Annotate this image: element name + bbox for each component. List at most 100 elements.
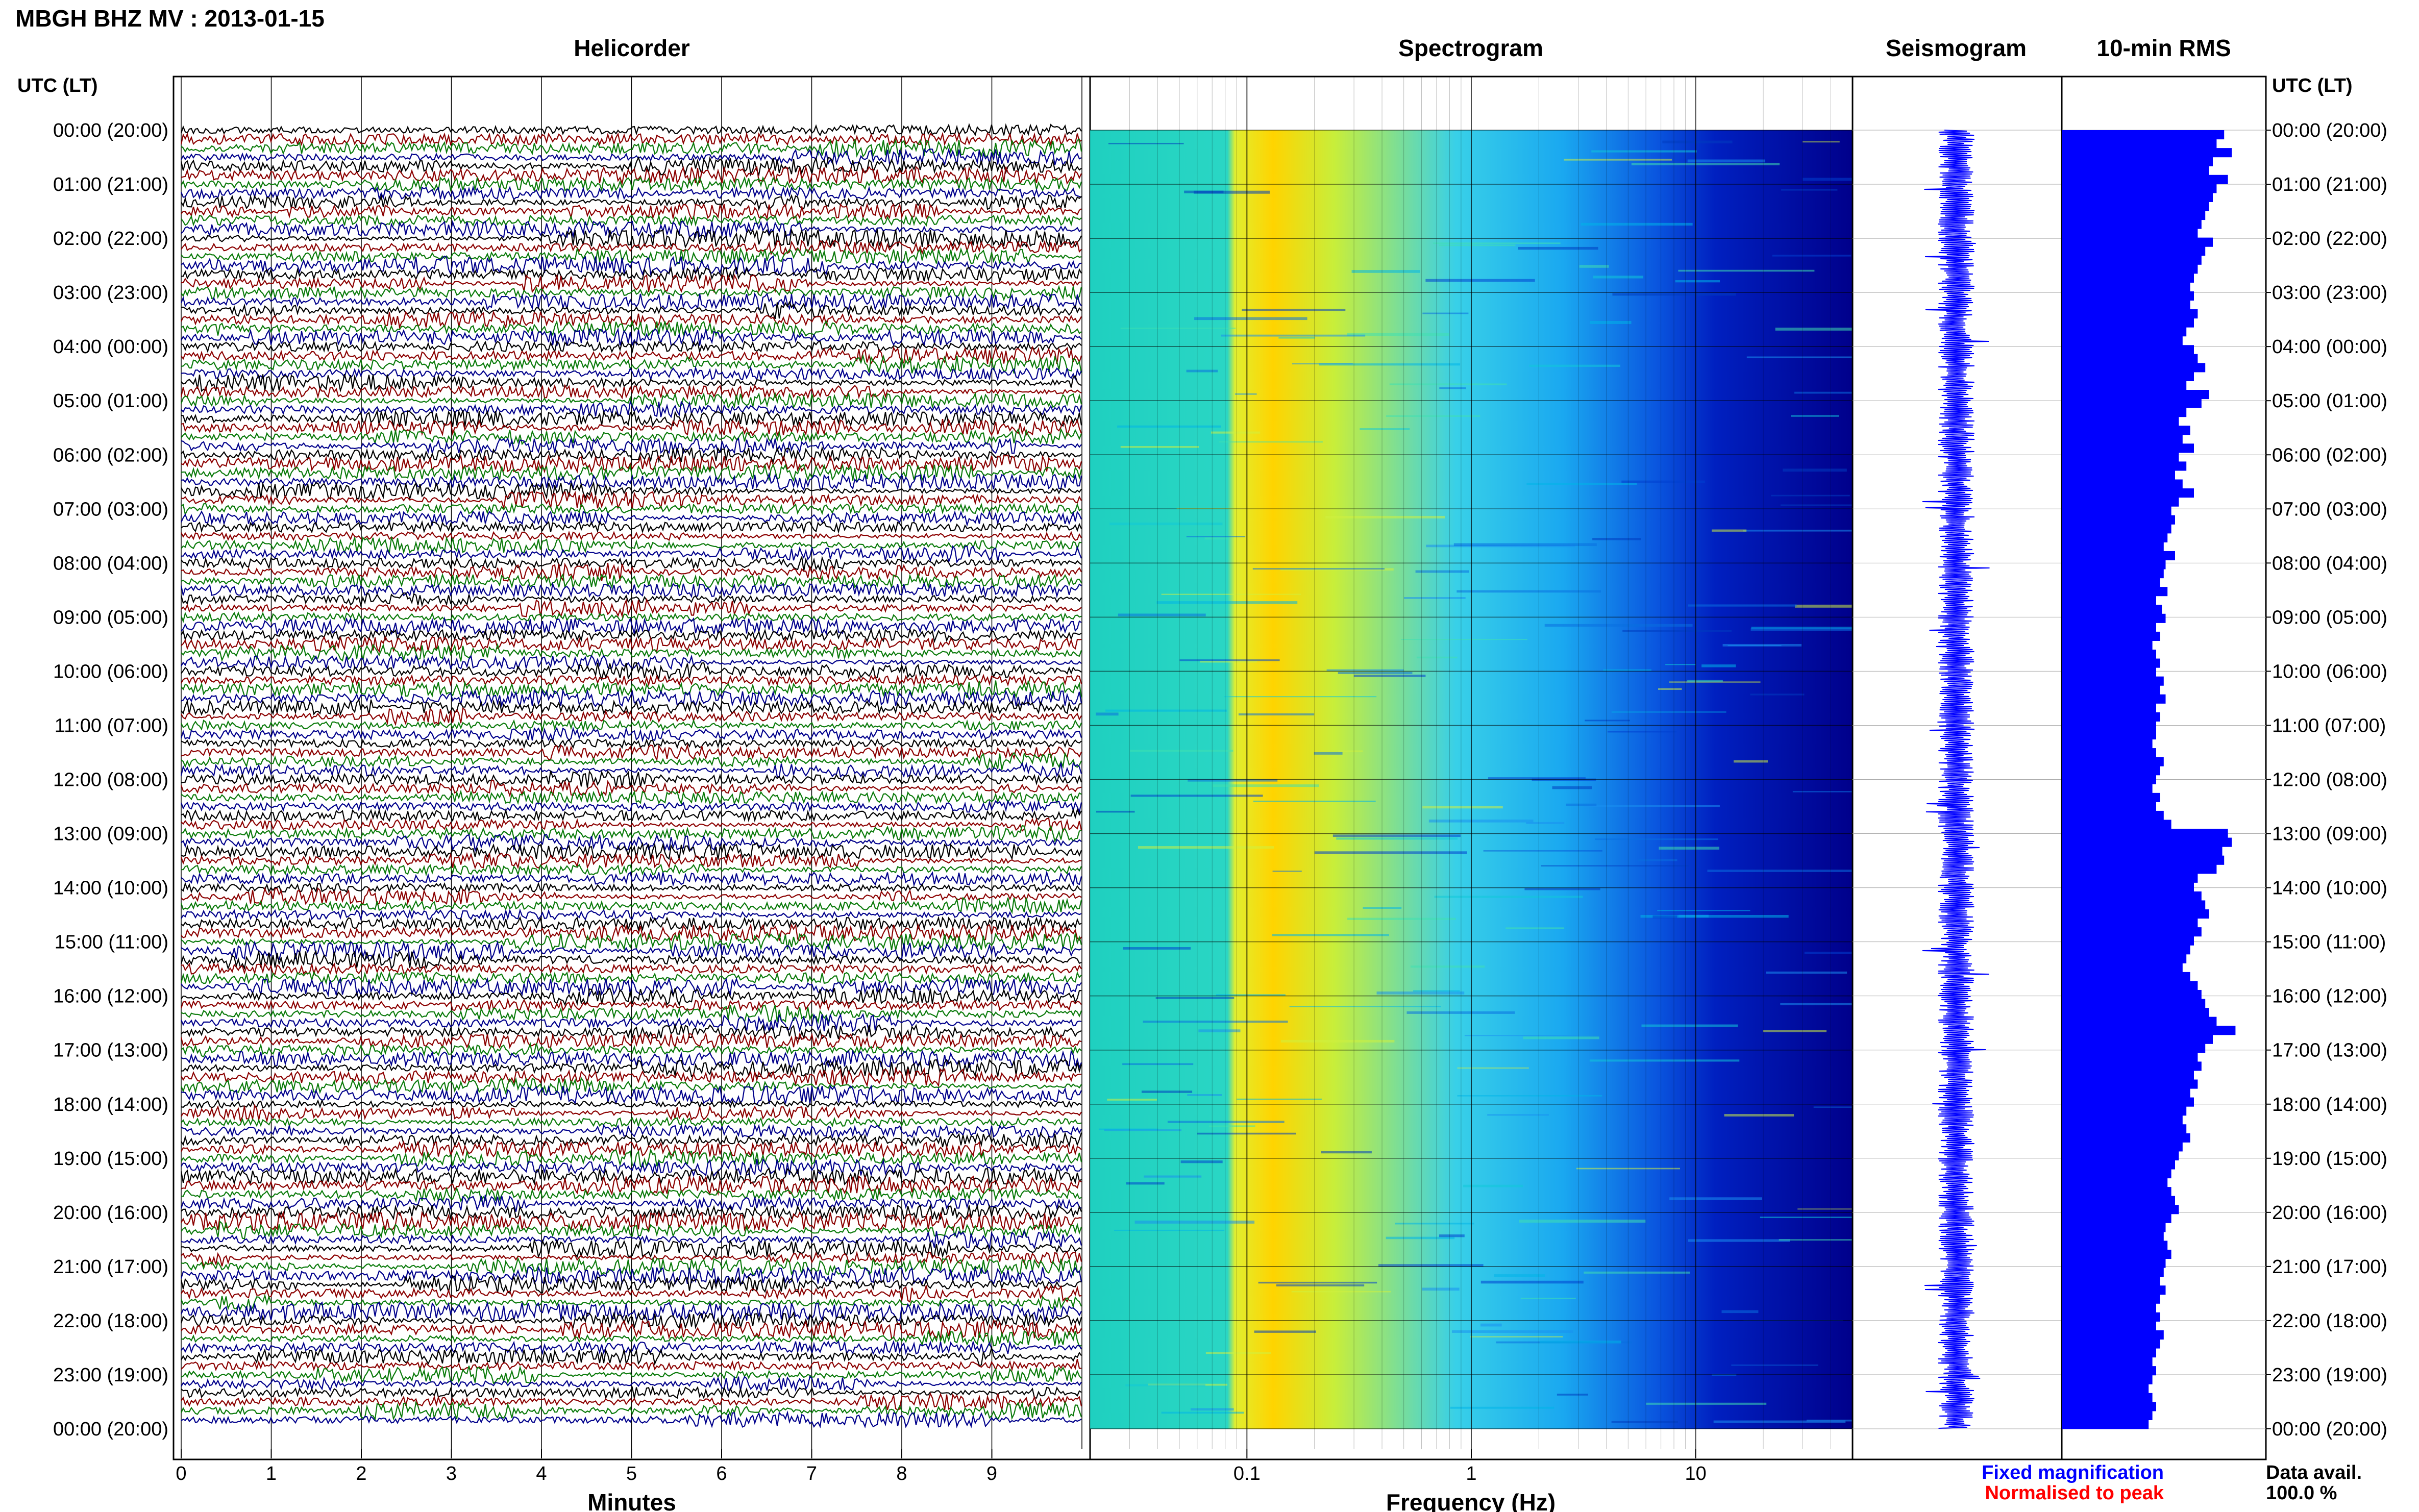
spectrogram-streak: [1487, 1114, 1549, 1116]
rms-bar: [2062, 184, 2217, 193]
helicorder-trace: [181, 654, 1082, 671]
helicorder-trace: [181, 707, 1082, 726]
spectrogram-streak: [1794, 391, 1853, 394]
frequency-axis-label: Frequency (Hz): [1386, 1489, 1556, 1512]
helicorder-trace: [181, 627, 1082, 643]
rms-bar: [2062, 255, 2202, 265]
rms-bar: [2062, 972, 2190, 981]
rms-bar: [2062, 792, 2160, 802]
spectrogram-streak: [1640, 914, 1789, 918]
helicorder-trace: [180, 1301, 1082, 1323]
spectrogram-streak: [1557, 1394, 1588, 1396]
helicorder-trace: [181, 301, 1082, 319]
time-label-right: 00:00 (20:00): [2272, 120, 2387, 141]
helicorder-trace: [181, 454, 1082, 474]
seismogram-panel: [1852, 76, 2063, 1460]
spectrogram-streak: [1198, 1029, 1241, 1032]
helicorder-trace: [181, 1358, 1081, 1372]
helicorder-trace: [180, 391, 1082, 409]
rms-bar: [2062, 721, 2156, 731]
time-label-left: 10:00 (06:00): [53, 661, 168, 682]
helicorder-trace: [181, 737, 1082, 749]
helicorder-trace: [180, 611, 1082, 624]
helicorder-trace: [181, 1220, 1082, 1240]
spectrogram-streak: [1607, 731, 1677, 733]
spectrogram-streak: [1721, 1310, 1759, 1313]
left-time-labels: 00:00 (20:00) 01:00 (21:00) 02:00 (22:00) 0…: [53, 120, 168, 1440]
rms-bar: [2062, 1321, 2156, 1331]
spectrogram-streak: [1637, 859, 1677, 861]
frequency-tick-label: 0.1: [1233, 1463, 1261, 1484]
spectrogram-streak: [1253, 800, 1376, 802]
time-label-right: 07:00 (03:00): [2272, 499, 2387, 520]
time-label-right: 15:00 (11:00): [2272, 932, 2386, 953]
time-label-right: 21:00 (17:00): [2272, 1256, 2387, 1278]
spectrogram-streak: [1401, 639, 1527, 640]
helicorder-trace: [180, 779, 1082, 798]
rms-bar: [2062, 1339, 2160, 1349]
spectrogram-streak: [1781, 189, 1838, 191]
rms-bar: [2062, 694, 2166, 704]
time-label-left: 09:00 (05:00): [53, 607, 168, 628]
helicorder-trace: [181, 274, 1081, 293]
helicorder-title: Helicorder: [574, 35, 690, 61]
rms-bar: [2062, 1026, 2236, 1035]
spectrogram-streak: [1422, 806, 1503, 809]
time-label-right: 22:00 (18:00): [2272, 1310, 2387, 1332]
spectrogram-streak: [1584, 805, 1720, 807]
rms-bar: [2062, 1088, 2190, 1098]
spectrogram-streak: [1130, 795, 1263, 797]
rms-bar: [2062, 650, 2156, 659]
spectrogram-streak: [1678, 269, 1815, 272]
rms-bar: [2062, 309, 2198, 319]
spectrogram-streak: [1114, 1229, 1225, 1231]
spectrogram-streak: [1701, 664, 1736, 667]
rms-bar: [2062, 596, 2156, 605]
spectrogram-streak: [1760, 1217, 1853, 1219]
spectrogram-streak: [1641, 1024, 1738, 1027]
rms-bar: [2062, 569, 2164, 579]
helicorder-trace: [181, 165, 1082, 186]
rms-bar: [2062, 542, 2164, 552]
rms-bar: [2062, 623, 2156, 632]
rms-bar: [2062, 381, 2187, 390]
spectrogram-streak: [1552, 786, 1592, 789]
rms-bar: [2062, 461, 2187, 471]
rms-bar: [2062, 1017, 2217, 1026]
frequency-axis: 0.1 1 10: [1233, 1449, 1707, 1484]
helicorder-trace: [181, 1042, 1082, 1058]
time-label-right: 05:00 (01:00): [2272, 390, 2387, 412]
spectrogram-streak: [1523, 1036, 1599, 1039]
helicorder-trace: [181, 373, 1082, 393]
rms-bar: [2062, 1061, 2202, 1071]
minute-tick-label: 4: [536, 1463, 547, 1484]
helicorder-trace: [181, 266, 1082, 283]
spectrogram-streak: [1200, 661, 1257, 663]
helicorder-trace: [181, 193, 1082, 211]
helicorder-trace: [181, 833, 1082, 853]
minutes-axis-label: Minutes: [587, 1489, 676, 1512]
spectrogram-streak: [1179, 659, 1280, 661]
helicorder-trace: [181, 418, 1082, 437]
rms-bar: [2062, 291, 2194, 301]
spectrogram-streak: [1631, 163, 1780, 165]
rms-bar: [2062, 945, 2190, 955]
time-label-right: 09:00 (05:00): [2272, 607, 2387, 628]
helicorder-trace: [181, 463, 1082, 482]
spectrogram-streak: [1451, 1330, 1573, 1333]
helicorder-trace: [180, 1311, 1082, 1330]
rms-bar: [2062, 748, 2156, 758]
spectrogram-streak: [1155, 997, 1235, 999]
spectrogram-streak: [1123, 947, 1191, 950]
spectrogram-streak: [1319, 363, 1461, 366]
helicorder-trace: [181, 1067, 1081, 1087]
spectrogram-streak: [1791, 415, 1839, 417]
spectrogram-streak: [1218, 441, 1323, 443]
helicorder-trace: [181, 870, 1082, 887]
rms-bar: [2062, 408, 2187, 417]
spectrogram-streak: [1593, 276, 1644, 279]
helicorder-trace: [181, 573, 1082, 590]
rms-bar: [2062, 605, 2162, 614]
spectrogram-streak: [1669, 1197, 1762, 1200]
spectrogram-streak: [1321, 1151, 1372, 1154]
